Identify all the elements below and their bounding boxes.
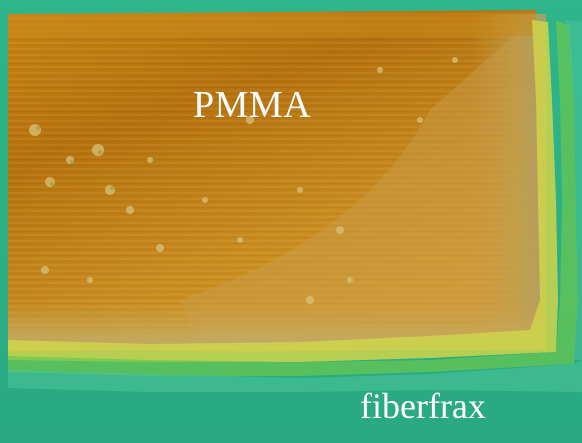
pmma-label: PMMA: [193, 84, 312, 126]
fiberfrax-label: fiberfrax: [360, 386, 486, 426]
